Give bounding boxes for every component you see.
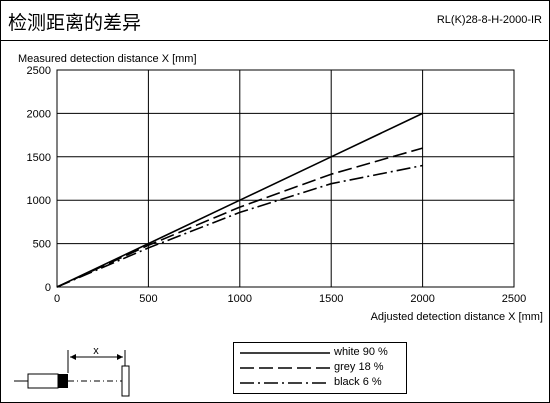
x-axis-label: Adjusted detection distance X [mm]: [371, 311, 543, 323]
grid-group: [57, 70, 514, 287]
sensor-lens: [58, 374, 68, 388]
y-tick-label: 1500: [27, 152, 51, 164]
sensor-diagram: x: [14, 345, 130, 397]
chart-title: 检测距离的差异: [8, 12, 142, 34]
legend-label-black: black 6 %: [334, 376, 382, 388]
dim-arrow-right: [117, 354, 123, 360]
plot-area: [56, 69, 515, 288]
reflector-target: [121, 365, 130, 397]
legend-item-white: white 90 %: [234, 346, 406, 360]
legend: white 90 % grey 18 % black 6 %: [233, 342, 407, 394]
x-tick-label: 0: [54, 293, 60, 305]
legend-item-black: black 6 %: [234, 376, 406, 390]
header-divider: [0, 40, 548, 41]
y-tick-label: 1000: [27, 195, 51, 207]
x-tick-label: 2500: [502, 293, 526, 305]
y-tick-label: 2000: [27, 108, 51, 120]
legend-swatch-white: [240, 352, 330, 354]
legend-label-white: white 90 %: [334, 346, 388, 358]
x-tick-label: 1000: [228, 293, 252, 305]
y-tick-label: 500: [33, 239, 51, 251]
model-number: RL(K)28-8-H-2000-IR: [436, 14, 542, 26]
series-line-grey: [56, 147, 423, 288]
legend-swatch-black: [240, 382, 330, 384]
dim-arrow-left: [70, 354, 76, 360]
y-tick-label: 0: [45, 282, 51, 294]
legend-label-grey: grey 18 %: [334, 361, 384, 373]
y-tick-label: 2500: [27, 65, 51, 77]
x-tick-label: 500: [139, 293, 157, 305]
tick-labels-group: 0 500 1000 1500 2000 2500 0 500 1000 1500 2000 2500: [27, 65, 527, 305]
legend-swatch-grey: [240, 367, 330, 369]
sensor-body: [27, 373, 59, 389]
x-tick-label: 1500: [319, 293, 343, 305]
legend-item-grey: grey 18 %: [234, 361, 406, 375]
dim-label: x: [93, 345, 99, 357]
series-group: [56, 112, 423, 288]
x-tick-label: 2000: [410, 293, 434, 305]
y-axis-label: Measured detection distance X [mm]: [18, 53, 197, 65]
series-line-white: [56, 112, 423, 288]
series-line-black: [56, 164, 423, 288]
